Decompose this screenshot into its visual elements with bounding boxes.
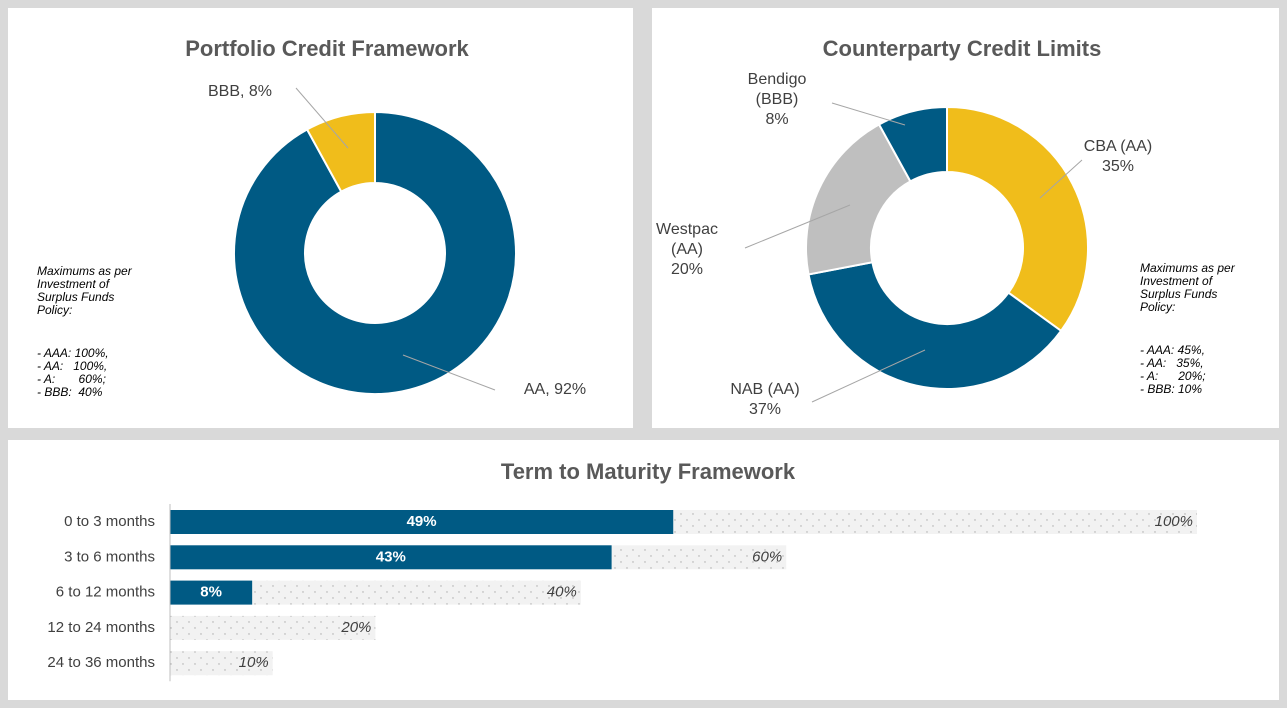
data-label: 43% — [376, 548, 406, 565]
leader-line — [831, 102, 906, 126]
bar — [170, 615, 376, 640]
annotation-heading: Maximums as per Investment of Surplus Fu… — [1140, 261, 1235, 314]
bar — [170, 510, 674, 534]
chart-title: Counterparty Credit Limits — [823, 36, 1102, 61]
annotation-item: - BBB: 10% — [1140, 382, 1203, 396]
leader-line — [402, 354, 496, 391]
y-tick-label: 12 to 24 months — [47, 619, 155, 636]
slice-label: NAB (AA) 37% — [720, 380, 810, 420]
annotation: Maximums as per Investment of Surplus Fu… — [37, 265, 137, 399]
data-label: BBB, 8% — [208, 83, 272, 100]
y-tick-label: 0 to 3 months — [64, 513, 155, 530]
donut-slice — [305, 110, 376, 194]
data-label: 20% — [670, 261, 704, 278]
slice-label: Bendigo (BBB) 8% — [742, 70, 812, 130]
limit-label: 20% — [340, 619, 371, 636]
donut-slice — [807, 261, 1063, 390]
data-label: 8% — [200, 584, 222, 601]
annotation-item: - BBB: 40% — [37, 385, 103, 399]
donut-slice — [877, 105, 948, 183]
limit-label: 60% — [752, 548, 782, 565]
annotation-items: - AAA: 45%, - AA: 35%, - A: 20%; - BBB: 10% — [1140, 344, 1240, 396]
y-tick-label: 24 to 36 months — [47, 654, 155, 671]
annotation-item: - AAA: 100%, — [37, 346, 109, 360]
limit-label: 40% — [547, 584, 577, 601]
donut-slice — [946, 105, 1089, 333]
y-tick-label: 6 to 12 months — [56, 584, 155, 601]
chart-title: Term to Maturity Framework — [501, 459, 796, 484]
annotation-item: - A: 60%; — [37, 372, 106, 386]
category-label: CBA (AA) — [1083, 138, 1153, 155]
chart-title: Portfolio Credit Framework — [185, 36, 469, 61]
category-label: Westpac (AA) — [656, 221, 718, 258]
category-label: Bendigo (BBB) — [747, 71, 807, 108]
leader-line — [811, 349, 926, 403]
annotation-items: - AAA: 100%, - AA: 100%, - A: 60%; - BBB: 4… — [37, 347, 137, 399]
annotation-item: - AAA: 45%, — [1140, 343, 1205, 357]
y-tick-label: 3 to 6 months — [64, 548, 155, 565]
annotation-item: - AA: 100%, — [37, 359, 108, 373]
bar — [170, 651, 273, 676]
limit-label: 100% — [1155, 513, 1193, 530]
annotation: Maximums as per Investment of Surplus Fu… — [1140, 262, 1240, 396]
data-label: 37% — [748, 401, 782, 418]
data-label: 49% — [407, 513, 437, 530]
leader-line — [744, 204, 851, 249]
annotation-heading: Maximums as per Investment of Surplus Fu… — [37, 264, 132, 317]
data-label: AA, 92% — [524, 381, 586, 398]
category-label: NAB (AA) — [730, 381, 800, 398]
donut-slice — [233, 110, 517, 395]
bar — [170, 545, 612, 570]
annotation-item: - A: 20%; — [1140, 369, 1206, 383]
annotation-item: - AA: 35%, — [1140, 356, 1204, 370]
data-label: 8% — [765, 111, 789, 128]
limit-label: 10% — [239, 654, 269, 671]
slice-label: CBA (AA) 35% — [1073, 137, 1163, 177]
leader-line — [1039, 159, 1083, 199]
data-label: 35% — [1101, 158, 1135, 175]
bar — [170, 580, 253, 605]
slice-label: Westpac (AA) 20% — [652, 220, 722, 280]
leader-line — [295, 87, 349, 149]
